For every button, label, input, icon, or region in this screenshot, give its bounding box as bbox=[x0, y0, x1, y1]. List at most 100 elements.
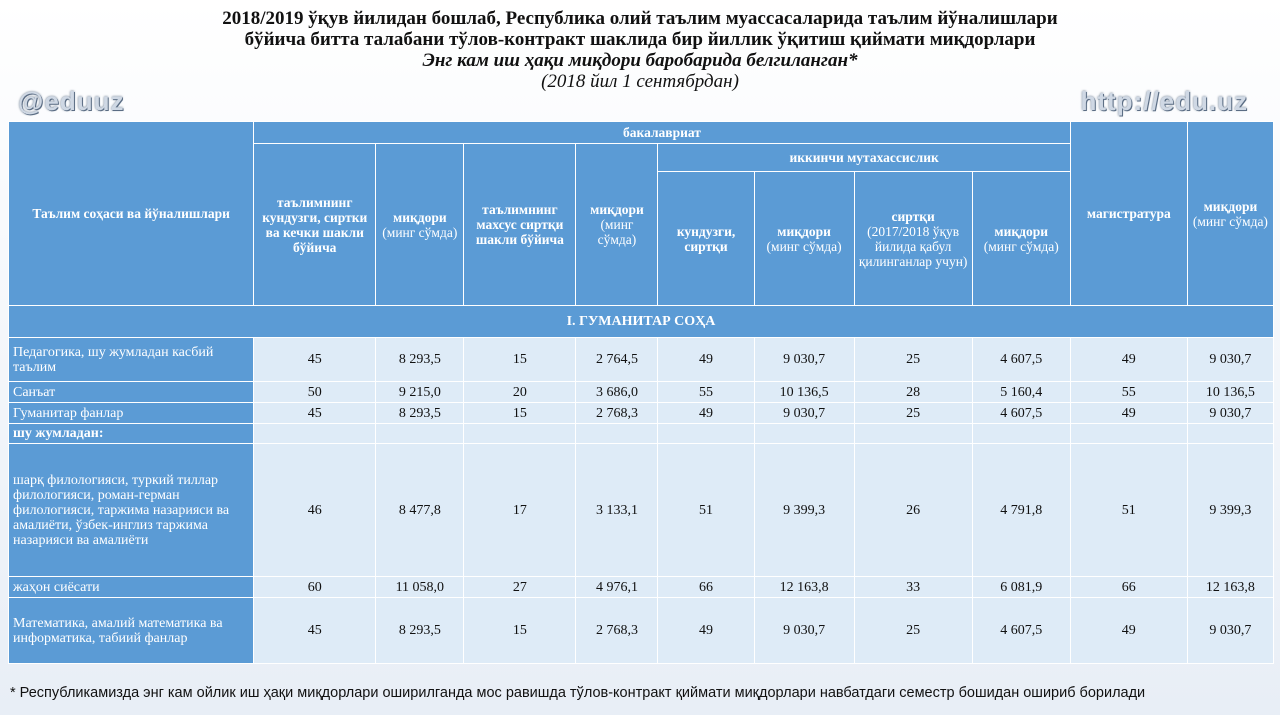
table-cell: 10 136,5 bbox=[753, 381, 855, 403]
table-cell: 9 399,3 bbox=[753, 443, 855, 577]
table-cell: 5 160,4 bbox=[971, 381, 1071, 403]
header-ext-label: сиртқи bbox=[891, 208, 935, 224]
table-cell: 15 bbox=[463, 337, 577, 382]
header-area: Таълим соҳаси ва йўналишлари bbox=[7, 121, 255, 306]
table-body: Педагогика, шу жумладан касбий таълим 45 8… bbox=[7, 337, 1275, 664]
table-row: Гуманитар фанлар 45 8 293,5 15 2 768,3 49 9 03… bbox=[7, 402, 1275, 424]
header-master-amount: миқдори (минг сўмда) bbox=[1186, 121, 1275, 306]
footnote: * Республикамизда энг кам ойлик иш ҳақи … bbox=[10, 685, 1146, 701]
table-cell: 9 215,0 bbox=[375, 381, 465, 403]
header-second: иккинчи мутахассислик bbox=[657, 143, 1071, 172]
header-amount-label: миқдори bbox=[777, 223, 831, 239]
table-cell: 12 163,8 bbox=[1186, 576, 1275, 598]
table-cell bbox=[1069, 423, 1188, 444]
table-row: Педагогика, шу жумладан касбий таълим 45 8… bbox=[7, 337, 1275, 382]
table-cell: 4 607,5 bbox=[971, 337, 1071, 382]
page-title: 2018/2019 ўқув йилидан бошлаб, Республик… bbox=[0, 8, 1280, 92]
table-cell: 51 bbox=[657, 443, 755, 577]
table-cell bbox=[253, 423, 377, 444]
header-special: таълимнинг махсус сиртқи шакли бўйича bbox=[463, 143, 577, 306]
table-row: Математика, амалий математика ва информа… bbox=[7, 597, 1275, 664]
header-ext-note: (2017/2018 ўқув йилида қабул қилинганлар… bbox=[858, 223, 968, 269]
table-cell: 49 bbox=[657, 337, 755, 382]
table-cell bbox=[657, 423, 755, 444]
table-cell: 4 607,5 bbox=[971, 597, 1071, 664]
table-cell: 46 bbox=[253, 443, 377, 577]
table-cell: 55 bbox=[657, 381, 755, 403]
table-cell: 3 686,0 bbox=[575, 381, 659, 403]
table-cell: 10 136,5 bbox=[1186, 381, 1275, 403]
table-cell: 12 163,8 bbox=[753, 576, 855, 598]
table-cell: 8 477,8 bbox=[375, 443, 465, 577]
table-cell: 51 bbox=[1069, 443, 1188, 577]
table-cell: 8 293,5 bbox=[375, 402, 465, 424]
header-amount-label: миқдори bbox=[590, 202, 644, 217]
header-special-amount: миқдори (минг сўмда) bbox=[575, 143, 659, 306]
table-cell: 9 399,3 bbox=[1186, 443, 1275, 577]
row-label: жаҳон сиёсати bbox=[7, 576, 255, 598]
table-cell bbox=[463, 423, 577, 444]
table-cell: 50 bbox=[253, 381, 377, 403]
table-cell: 4 607,5 bbox=[971, 402, 1071, 424]
row-label: шарқ филологияси, туркий тиллар филологи… bbox=[7, 443, 255, 577]
table-cell: 2 764,5 bbox=[575, 337, 659, 382]
table-cell: 20 bbox=[463, 381, 577, 403]
header-day-ext: кундузги, сиртқи bbox=[657, 171, 755, 306]
header-daytime: таълимнинг кундузги, сиртки ва кечки шак… bbox=[253, 143, 377, 306]
table-cell: 28 bbox=[853, 381, 973, 403]
header-ext-amount: миқдори (минг сўмда) bbox=[971, 171, 1071, 306]
title-line-2: бўйича битта талабани тўлов-контракт шак… bbox=[244, 29, 1036, 50]
table-cell: 9 030,7 bbox=[1186, 337, 1275, 382]
table-cell: 26 bbox=[853, 443, 973, 577]
table-row: Санъат 50 9 215,0 20 3 686,0 55 10 136,5 28 5 16… bbox=[7, 381, 1275, 403]
table-cell: 9 030,7 bbox=[1186, 402, 1275, 424]
table-cell: 33 bbox=[853, 576, 973, 598]
table-cell bbox=[375, 423, 465, 444]
table-cell: 49 bbox=[657, 597, 755, 664]
table-cell: 3 133,1 bbox=[575, 443, 659, 577]
table-cell: 6 081,9 bbox=[971, 576, 1071, 598]
table-cell: 66 bbox=[657, 576, 755, 598]
section-title: I. ГУМАНИТАР СОҲА bbox=[8, 305, 1274, 338]
table-cell bbox=[1186, 423, 1275, 444]
table-cell: 2 768,3 bbox=[575, 597, 659, 664]
row-label: шу жумладан: bbox=[7, 423, 255, 444]
header-unit-label: (минг сўмда) bbox=[597, 217, 637, 247]
header-amount-label: миқдори bbox=[994, 223, 1049, 239]
table-cell: 66 bbox=[1069, 576, 1188, 598]
title-date: (2018 йил 1 сентябрдан) bbox=[541, 71, 739, 92]
table-row: шарқ филологияси, туркий тиллар филологи… bbox=[7, 443, 1275, 577]
table-cell: 25 bbox=[853, 597, 973, 664]
header-ext: сиртқи (2017/2018 ўқув йилида қабул қили… bbox=[853, 171, 973, 306]
tuition-table: Таълим соҳаси ва йўналишлари бакалавриат… bbox=[7, 121, 1275, 664]
row-label: Педагогика, шу жумладан касбий таълим bbox=[7, 337, 255, 382]
header-unit-label: (минг сўмда) bbox=[382, 224, 458, 240]
watermark-right: http://edu.uz bbox=[1080, 86, 1248, 116]
table-cell: 11 058,0 bbox=[375, 576, 465, 598]
table-cell: 27 bbox=[463, 576, 577, 598]
table-cell: 25 bbox=[853, 402, 973, 424]
table-cell: 60 bbox=[253, 576, 377, 598]
table-cell: 45 bbox=[253, 337, 377, 382]
table-cell: 4 976,1 bbox=[575, 576, 659, 598]
table-cell: 9 030,7 bbox=[753, 597, 855, 664]
header-unit-label: (минг сўмда) bbox=[766, 238, 842, 254]
table-cell: 15 bbox=[463, 597, 577, 664]
table-cell: 2 768,3 bbox=[575, 402, 659, 424]
header-unit-label: (минг сўмда) bbox=[1192, 213, 1268, 229]
table-cell: 15 bbox=[463, 402, 577, 424]
row-label: Математика, амалий математика ва информа… bbox=[7, 597, 255, 664]
table-cell bbox=[753, 423, 855, 444]
table-cell: 49 bbox=[1069, 402, 1188, 424]
header-master: магистратура bbox=[1069, 121, 1188, 306]
table-cell: 45 bbox=[253, 597, 377, 664]
table-cell bbox=[575, 423, 659, 444]
table-cell: 9 030,7 bbox=[1186, 597, 1275, 664]
table-cell bbox=[971, 423, 1071, 444]
header-unit-label: (минг сўмда) bbox=[983, 238, 1059, 254]
table-row: шу жумладан: bbox=[7, 423, 1275, 444]
table-cell: 9 030,7 bbox=[753, 402, 855, 424]
header-amount-label: миқдори bbox=[1203, 198, 1258, 214]
table-cell bbox=[853, 423, 973, 444]
table-cell: 17 bbox=[463, 443, 577, 577]
